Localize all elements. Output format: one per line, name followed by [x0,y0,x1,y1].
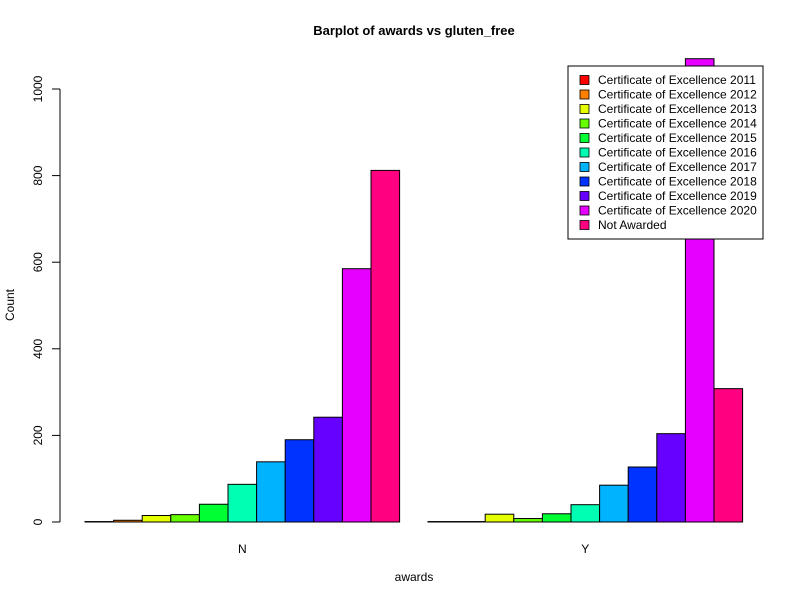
legend-label-4: Certificate of Excellence 2015 [598,131,757,145]
legend: Certificate of Excellence 2011Certificat… [567,65,764,240]
y-axis: 0 200 400 600 800 1000 [31,75,61,525]
legend-swatch-5 [579,147,590,158]
legend-swatch-4 [579,133,590,143]
bar-N-1 [113,519,143,523]
y-tick-label: 0 [31,518,45,525]
legend-label-6: Certificate of Excellence 2017 [598,160,757,174]
legend-label-9: Certificate of Excellence 2020 [598,204,757,218]
bar-N-2 [141,515,172,523]
legend-swatch-8 [579,191,590,201]
y-axis-label: Count [3,288,17,321]
legend-box [567,65,764,240]
bar-N-7 [284,439,315,523]
bar-Y-6 [599,484,629,523]
y-tick-label: 800 [31,165,45,185]
bar-Y-5 [570,504,601,523]
legend-label-0: Certificate of Excellence 2011 [598,73,756,87]
y-tick-label: 1000 [31,75,45,102]
bar-Y-4 [541,513,572,523]
legend-swatch-3 [579,118,590,129]
bar-N-5 [227,483,258,523]
legend-label-8: Certificate of Excellence 2019 [598,189,757,203]
chart-title: Barplot of awards vs gluten_free [313,23,515,38]
legend-swatch-1 [579,89,590,100]
y-tick-label: 200 [31,425,45,445]
bar-Y-2 [484,513,515,523]
bar-N-6 [256,461,286,523]
bar-Y-8 [656,433,686,523]
legend-label-7: Certificate of Excellence 2018 [598,175,757,189]
x-tick-label-N: N [238,542,247,556]
y-tick-label: 400 [31,338,45,358]
legend-label-10: Not Awarded [598,218,667,232]
legend-label-5: Certificate of Excellence 2016 [598,146,757,160]
bar-N-4 [198,503,229,523]
bar-Y-10 [713,388,744,523]
bar-N-10 [370,169,401,523]
legend-swatch-0 [579,75,590,85]
legend-label-3: Certificate of Excellence 2014 [598,117,757,131]
bar-N-3 [170,514,200,523]
legend-label-1: Certificate of Excellence 2012 [598,88,757,102]
bar-N-9 [341,268,372,523]
bar-N-8 [313,416,343,523]
legend-label-2: Certificate of Excellence 2013 [598,102,757,116]
y-tick-label: 600 [31,252,45,272]
legend-swatch-2 [579,104,590,114]
legend-swatch-10 [579,220,590,230]
legend-swatch-7 [579,176,590,187]
legend-swatch-6 [579,162,590,172]
legend-swatch-9 [579,205,590,216]
bar-Y-3 [513,518,543,523]
x-axis-label: awards [395,570,434,584]
x-tick-label-Y: Y [581,542,589,556]
bar-Y-7 [627,466,658,523]
